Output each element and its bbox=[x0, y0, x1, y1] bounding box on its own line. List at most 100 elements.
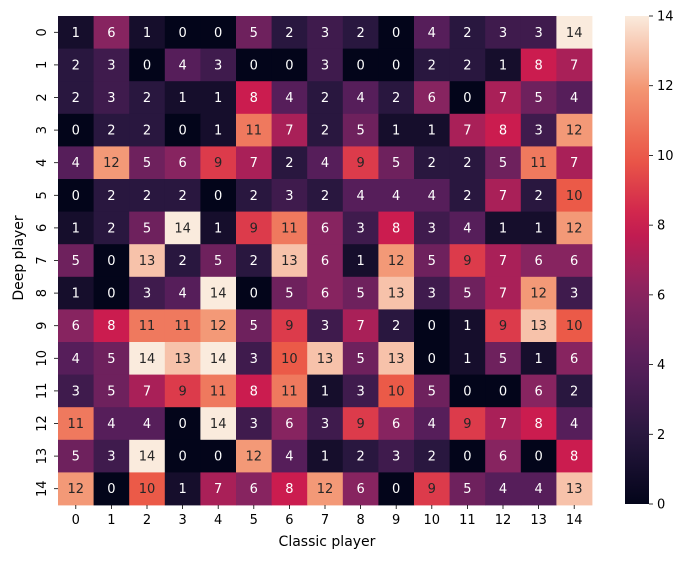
cell-value-label: 6 bbox=[178, 156, 186, 171]
heatmap-cell bbox=[342, 374, 379, 408]
heatmap-cell bbox=[556, 472, 593, 506]
cell-value-label: 14 bbox=[174, 221, 191, 236]
cell-value-label: 3 bbox=[321, 58, 329, 73]
cell-value-label: 0 bbox=[428, 352, 436, 367]
cell-value-label: 12 bbox=[210, 319, 227, 334]
cell-value-label: 3 bbox=[321, 26, 329, 41]
heatmap-cell bbox=[129, 48, 166, 82]
cell-value-label: 1 bbox=[499, 58, 507, 73]
heatmap-cell bbox=[93, 211, 130, 245]
cell-value-label: 7 bbox=[250, 156, 258, 171]
heatmap-cell bbox=[556, 439, 593, 473]
heatmap-cell bbox=[449, 113, 486, 147]
heatmap-cell bbox=[307, 472, 344, 506]
heatmap-cell bbox=[307, 113, 344, 147]
cell-value-label: 12 bbox=[317, 482, 334, 497]
cell-value-label: 4 bbox=[285, 91, 293, 106]
heatmap-cell bbox=[414, 374, 450, 408]
heatmap-cell bbox=[378, 211, 415, 245]
cell-value-label: 2 bbox=[107, 124, 115, 139]
x-tick-label: 8 bbox=[356, 513, 364, 528]
heatmap-cell bbox=[271, 146, 308, 180]
cell-value-label: 6 bbox=[534, 384, 542, 399]
cell-value-label: 11 bbox=[174, 319, 191, 334]
heatmap-cell bbox=[129, 16, 166, 49]
heatmap-cell bbox=[236, 309, 272, 343]
heatmap-cell bbox=[200, 146, 237, 180]
heatmap-cell bbox=[449, 211, 486, 245]
heatmap-cell bbox=[307, 276, 344, 310]
heatmap-cell bbox=[129, 276, 166, 310]
heatmap-cell bbox=[342, 276, 379, 310]
heatmap-cell bbox=[449, 276, 486, 310]
cell-value-label: 6 bbox=[321, 254, 329, 269]
cell-value-label: 2 bbox=[72, 58, 80, 73]
x-tick-label: 11 bbox=[459, 513, 476, 528]
cell-value-label: 4 bbox=[72, 352, 80, 367]
colorbar-ticks: 0 2 4 6 8 10 12 14 bbox=[649, 10, 674, 513]
heatmap-cell bbox=[414, 81, 450, 115]
heatmap-cell bbox=[485, 16, 522, 49]
cell-value-label: 2 bbox=[428, 450, 436, 465]
cell-value-label: 2 bbox=[356, 26, 364, 41]
cell-value-label: 12 bbox=[103, 156, 120, 171]
heatmap-cell bbox=[236, 211, 272, 245]
x-tick-label: 13 bbox=[530, 513, 547, 528]
heatmap-cell bbox=[520, 244, 557, 278]
cell-value-label: 1 bbox=[499, 221, 507, 236]
cell-value-label: 0 bbox=[72, 124, 80, 139]
heatmap-cell bbox=[58, 407, 94, 441]
heatmap-cell bbox=[378, 342, 415, 375]
heatmap-cell bbox=[485, 439, 522, 473]
x-tick-label: 0 bbox=[72, 513, 80, 528]
heatmap-cell bbox=[93, 113, 130, 147]
heatmap-cell bbox=[342, 472, 379, 506]
heatmap-cell bbox=[449, 342, 486, 375]
y-tick-label: 2 bbox=[35, 93, 50, 101]
heatmap-cell bbox=[164, 472, 201, 506]
heatmap-cell bbox=[485, 407, 522, 441]
cell-value-label: 9 bbox=[356, 156, 364, 171]
heatmap-cell bbox=[236, 146, 272, 180]
heatmap-cell bbox=[520, 276, 557, 310]
heatmap-cell bbox=[129, 146, 166, 180]
heatmap-cell bbox=[271, 309, 308, 343]
heatmap-cell bbox=[236, 113, 272, 147]
cell-value-label: 1 bbox=[534, 352, 542, 367]
heatmap-cell bbox=[58, 374, 94, 408]
heatmap-cell bbox=[164, 407, 201, 441]
heatmap-cell bbox=[271, 374, 308, 408]
heatmap-cell bbox=[556, 48, 593, 82]
heatmap-cell bbox=[164, 342, 201, 375]
cell-value-label: 6 bbox=[321, 221, 329, 236]
cell-value-label: 4 bbox=[107, 417, 115, 432]
heatmap-cell bbox=[342, 244, 379, 278]
cell-value-label: 2 bbox=[250, 254, 258, 269]
heatmap-cell bbox=[342, 342, 379, 375]
x-tick-label: 12 bbox=[495, 513, 512, 528]
heatmap-cell bbox=[93, 244, 130, 278]
cell-value-label: 1 bbox=[392, 124, 400, 139]
cell-value-label: 14 bbox=[139, 450, 156, 465]
heatmap-cell bbox=[200, 244, 237, 278]
cell-value-label: 0 bbox=[463, 450, 471, 465]
heatmap-cell bbox=[520, 342, 557, 375]
heatmap-cell bbox=[307, 439, 344, 473]
y-tick-label: 6 bbox=[35, 224, 50, 232]
cell-value-label: 12 bbox=[530, 287, 547, 302]
cell-value-label: 0 bbox=[214, 450, 222, 465]
heatmap-cell bbox=[485, 309, 522, 343]
cell-value-label: 4 bbox=[72, 156, 80, 171]
heatmap-cell bbox=[307, 342, 344, 375]
cell-value-label: 1 bbox=[214, 124, 222, 139]
cell-value-label: 6 bbox=[392, 417, 400, 432]
cell-value-label: 0 bbox=[392, 58, 400, 73]
cell-value-label: 10 bbox=[281, 352, 298, 367]
cell-value-label: 7 bbox=[143, 384, 151, 399]
heatmap-cell bbox=[164, 48, 201, 82]
colorbar-tick-label: 10 bbox=[657, 149, 674, 164]
heatmap-cell bbox=[58, 146, 94, 180]
heatmap-cell bbox=[200, 407, 237, 441]
cell-value-label: 8 bbox=[250, 91, 258, 106]
heatmap-cell bbox=[485, 276, 522, 310]
